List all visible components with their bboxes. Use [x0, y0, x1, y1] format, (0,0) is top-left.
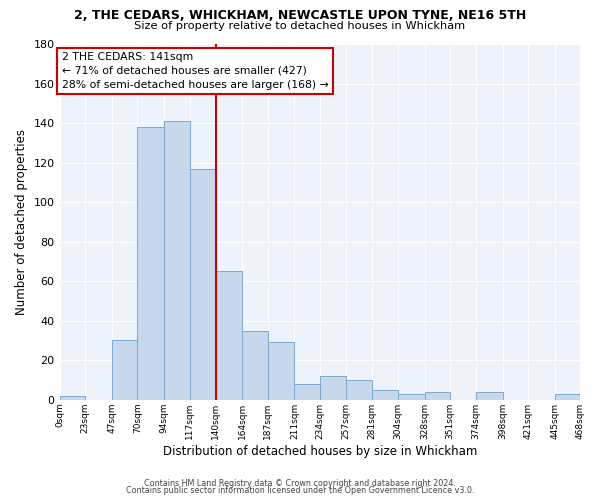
Text: 2, THE CEDARS, WHICKHAM, NEWCASTLE UPON TYNE, NE16 5TH: 2, THE CEDARS, WHICKHAM, NEWCASTLE UPON …: [74, 9, 526, 22]
Text: Contains public sector information licensed under the Open Government Licence v3: Contains public sector information licen…: [126, 486, 474, 495]
Bar: [320, 376, 346, 400]
Bar: [242, 330, 268, 400]
Bar: [215, 272, 242, 400]
Text: Contains HM Land Registry data © Crown copyright and database right 2024.: Contains HM Land Registry data © Crown c…: [144, 478, 456, 488]
Bar: [190, 168, 215, 400]
Bar: [268, 342, 295, 400]
Bar: [346, 380, 373, 400]
Bar: [59, 396, 85, 400]
Bar: [555, 394, 581, 400]
Y-axis label: Number of detached properties: Number of detached properties: [15, 129, 28, 315]
Bar: [373, 390, 398, 400]
Bar: [137, 127, 164, 400]
Bar: [476, 392, 503, 400]
Bar: [425, 392, 450, 400]
Bar: [112, 340, 137, 400]
Bar: [295, 384, 320, 400]
Bar: [398, 394, 425, 400]
Bar: [164, 121, 190, 400]
Text: Size of property relative to detached houses in Whickham: Size of property relative to detached ho…: [134, 21, 466, 31]
X-axis label: Distribution of detached houses by size in Whickham: Distribution of detached houses by size …: [163, 444, 477, 458]
Text: 2 THE CEDARS: 141sqm
← 71% of detached houses are smaller (427)
28% of semi-deta: 2 THE CEDARS: 141sqm ← 71% of detached h…: [62, 52, 329, 90]
